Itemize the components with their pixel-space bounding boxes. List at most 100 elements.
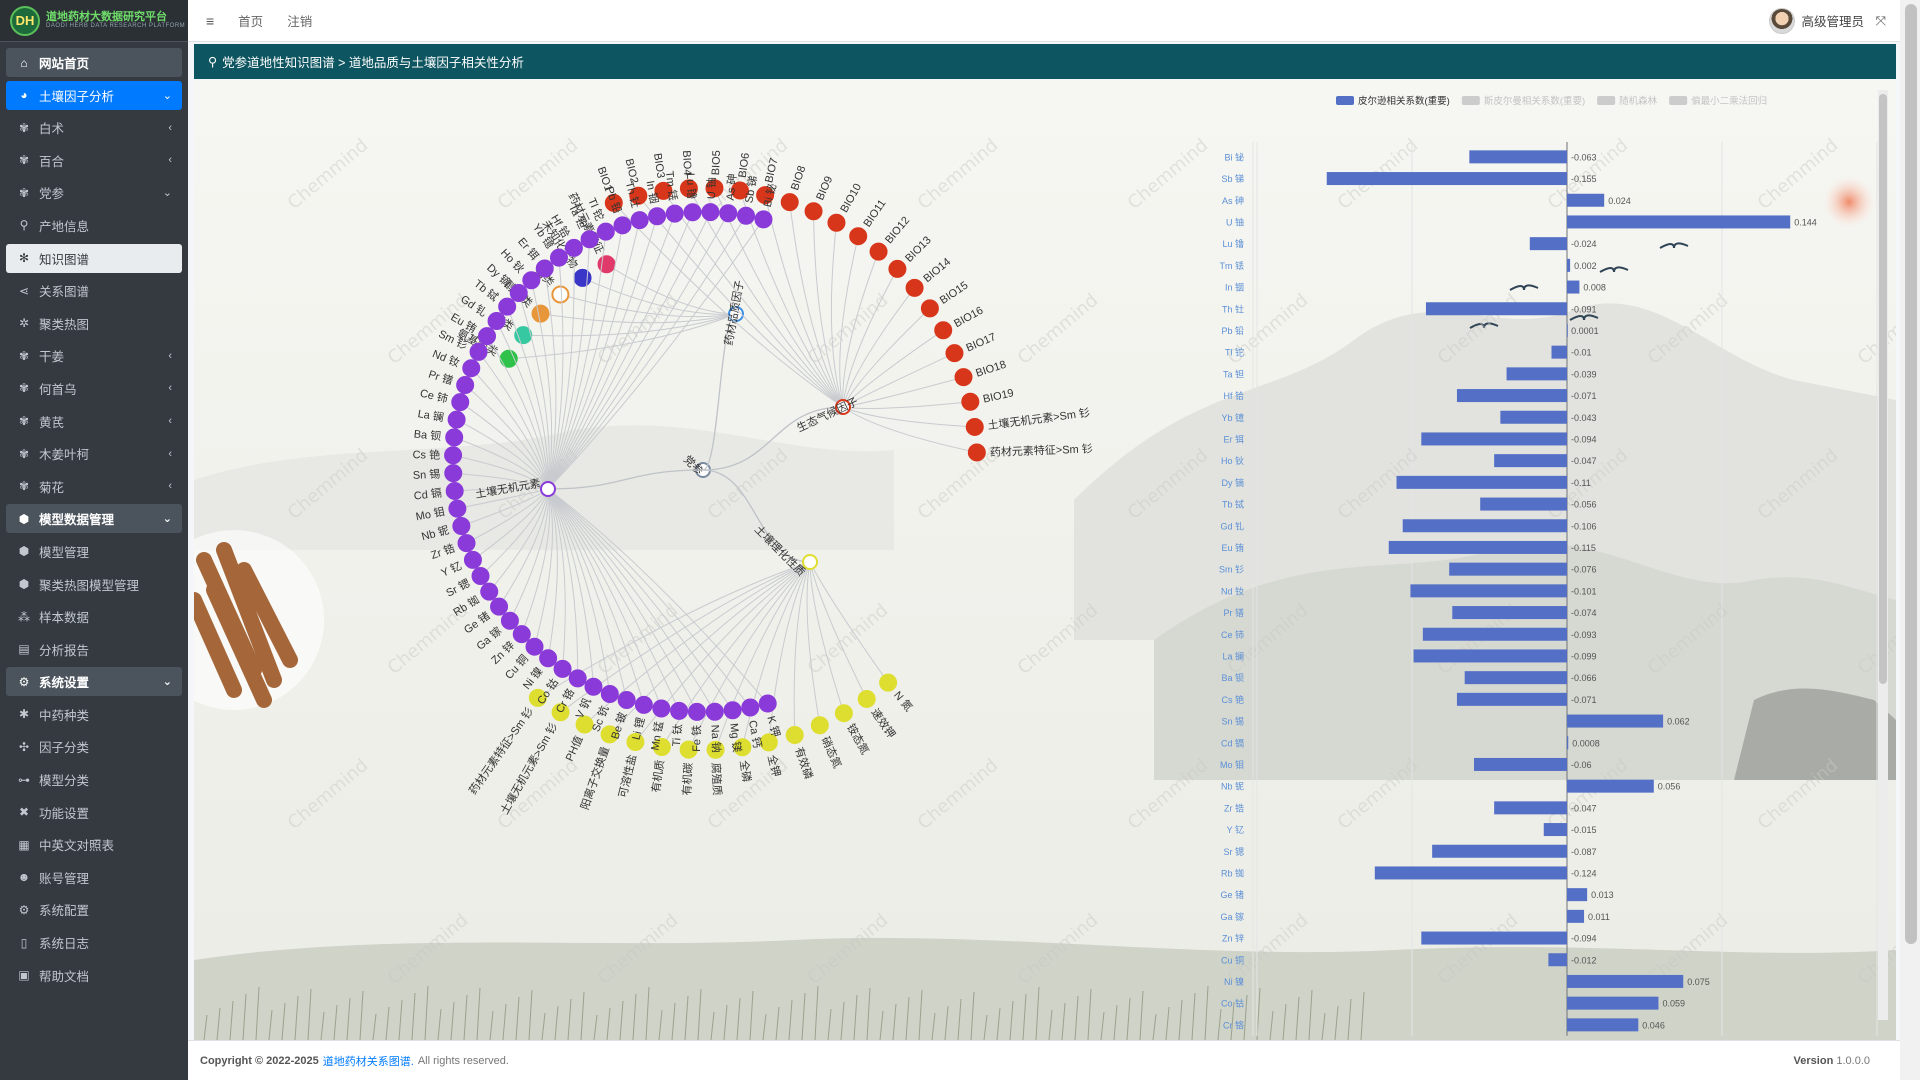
footer-link[interactable]: 道地药材关系图谱. [322, 1055, 414, 1068]
canvas-scrollbar[interactable] [1878, 90, 1888, 1020]
leaf-node[interactable] [490, 597, 509, 616]
leaf-node[interactable] [965, 417, 984, 436]
leaf-node[interactable] [857, 689, 876, 708]
bar[interactable] [1543, 823, 1567, 837]
bar[interactable] [1474, 757, 1567, 771]
bar[interactable] [1452, 606, 1567, 620]
leaf-node[interactable] [471, 567, 490, 586]
sidebar-item-27[interactable]: ▯ 系统日志 [6, 928, 182, 957]
nav-link-logout[interactable]: 注销 [287, 15, 313, 29]
bar[interactable] [1421, 931, 1567, 945]
bar[interactable] [1548, 953, 1567, 967]
sidebar-item-15[interactable]: ⬢ 模型管理 [6, 537, 182, 566]
bar[interactable] [1567, 215, 1791, 229]
bar[interactable] [1374, 866, 1567, 880]
leaf-node[interactable] [705, 702, 724, 721]
leaf-node[interactable] [457, 534, 476, 553]
fullscreen-icon[interactable]: ⤧ [1875, 12, 1886, 28]
canvas-scrollbar-thumb[interactable] [1879, 94, 1887, 684]
sidebar-item-2[interactable]: ✾ 白术 ‹ [6, 113, 182, 142]
sidebar-item-18[interactable]: ▤ 分析报告 [6, 635, 182, 664]
leaf-node[interactable] [834, 704, 853, 723]
sidebar-item-3[interactable]: ✾ 百合 ‹ [6, 146, 182, 175]
leaf-node[interactable] [719, 204, 738, 223]
sidebar-item-23[interactable]: ✖ 功能设置 [6, 798, 182, 827]
leaf-node[interactable] [683, 203, 702, 222]
leaf-node[interactable] [456, 375, 475, 394]
sidebar-item-6[interactable]: ✻ 知识图谱 [6, 243, 182, 273]
leaf-node[interactable] [528, 688, 547, 707]
leaf-node[interactable] [535, 259, 554, 278]
sidebar-item-5[interactable]: ⚲ 产地信息 [6, 211, 182, 240]
bar[interactable] [1425, 302, 1567, 316]
leaf-node[interactable] [445, 481, 464, 500]
bar[interactable] [1494, 454, 1567, 468]
leaf-node[interactable] [934, 321, 953, 340]
sidebar-item-19[interactable]: ⚙ 系统设置 ⌄ [6, 667, 182, 697]
leaf-node[interactable] [617, 691, 636, 710]
legend-item-3[interactable]: 偏最小二乘法回归 [1669, 95, 1767, 107]
leaf-node[interactable] [444, 464, 463, 483]
leaf-node[interactable] [961, 392, 980, 411]
leaf-node[interactable] [687, 702, 706, 721]
leaf-node[interactable] [733, 738, 752, 757]
user-menu[interactable]: 高级管理员 [1769, 7, 1864, 34]
leaf-node[interactable] [701, 203, 720, 222]
bar[interactable] [1432, 844, 1567, 858]
leaf-node[interactable] [462, 359, 481, 378]
leaf-node[interactable] [580, 230, 599, 249]
leaf-node[interactable] [463, 550, 482, 569]
leaf-node[interactable] [522, 271, 541, 290]
leaf-node[interactable] [629, 186, 648, 205]
leaf-node[interactable] [679, 740, 698, 759]
leaf-node[interactable] [604, 193, 623, 212]
sidebar-item-9[interactable]: ✾ 干姜 ‹ [6, 341, 182, 370]
leaf-node[interactable] [568, 669, 587, 688]
leaf-node[interactable] [804, 202, 823, 221]
leaf-node[interactable] [736, 206, 755, 225]
leaf-node[interactable] [626, 732, 645, 751]
leaf-node[interactable] [596, 222, 615, 241]
hamburger-menu-icon[interactable]: ≡ [206, 12, 215, 29]
sidebar-item-26[interactable]: ⚙ 系统配置 [6, 895, 182, 924]
bar[interactable] [1567, 779, 1654, 793]
bar[interactable] [1422, 627, 1567, 641]
leaf-node[interactable] [741, 698, 760, 717]
leaf-node[interactable] [487, 311, 506, 330]
leaf-node[interactable] [754, 210, 773, 229]
leaf-node[interactable] [785, 726, 804, 745]
leaf-node[interactable] [945, 344, 964, 363]
leaf-node[interactable] [500, 611, 519, 630]
leaf-node[interactable] [539, 649, 558, 668]
leaf-node[interactable] [756, 186, 775, 205]
bar[interactable] [1449, 562, 1567, 576]
nav-link-home[interactable]: 首页 [238, 15, 264, 29]
leaf-node[interactable] [452, 517, 471, 536]
leaf-node[interactable] [706, 740, 725, 759]
sidebar-item-21[interactable]: ✣ 因子分类 [6, 732, 182, 761]
leaf-node[interactable] [512, 625, 531, 644]
leaf-node[interactable] [879, 673, 898, 692]
bar[interactable] [1567, 280, 1580, 294]
bar[interactable] [1464, 671, 1567, 685]
bar[interactable] [1410, 584, 1567, 598]
leaf-node[interactable] [469, 342, 488, 361]
leaf-node[interactable] [584, 677, 603, 696]
bar[interactable] [1567, 909, 1585, 923]
bar[interactable] [1529, 237, 1567, 251]
leaf-node[interactable] [888, 259, 907, 278]
leaf-node[interactable] [445, 428, 464, 447]
leaf-node[interactable] [498, 297, 517, 316]
leaf-node[interactable] [613, 216, 632, 235]
leaf-node[interactable] [967, 443, 986, 462]
bar[interactable] [1567, 193, 1605, 207]
leaf-node[interactable] [634, 695, 653, 714]
leaf-node[interactable] [444, 446, 463, 465]
leaf-node[interactable] [575, 715, 594, 734]
bar[interactable] [1388, 540, 1567, 554]
bar[interactable] [1567, 258, 1571, 272]
leaf-node[interactable] [549, 248, 568, 267]
bar[interactable] [1456, 389, 1567, 403]
sidebar-item-16[interactable]: ⬢ 聚类热图模型管理 [6, 570, 182, 599]
leaf-node[interactable] [652, 699, 671, 718]
